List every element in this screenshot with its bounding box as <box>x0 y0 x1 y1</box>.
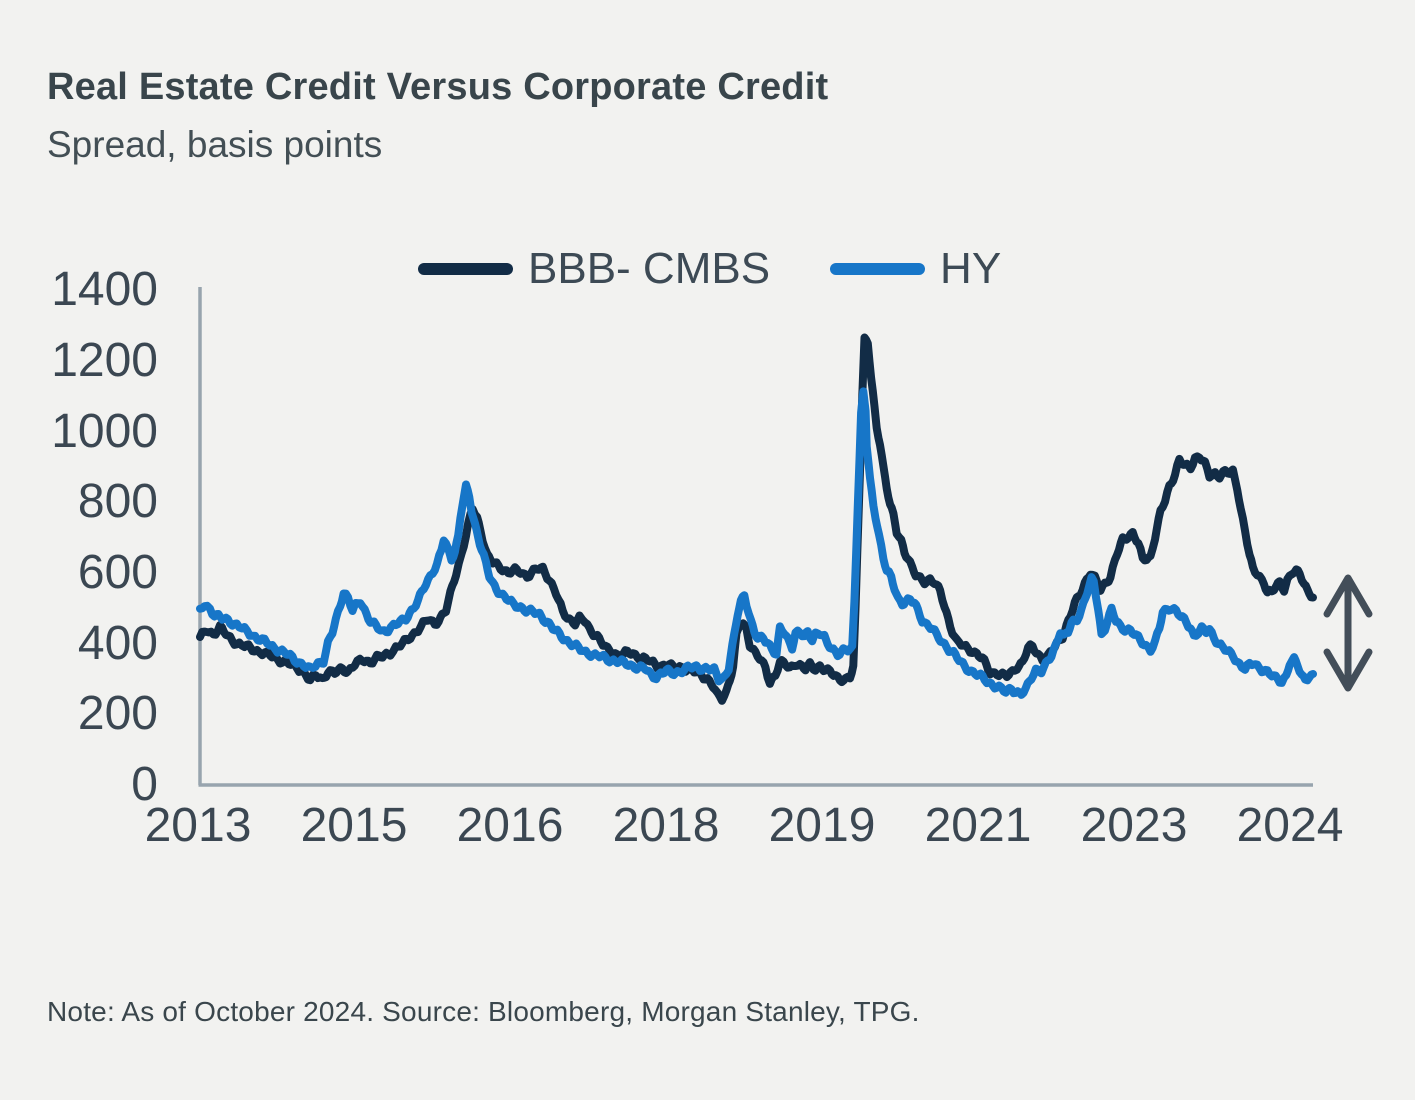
chart-title: Real Estate Credit Versus Corporate Cred… <box>47 66 829 108</box>
y-tick-0: 0 <box>131 758 158 811</box>
y-tick-1400: 1400 <box>51 263 158 316</box>
legend-item-hy: HY <box>830 244 1001 294</box>
x-tick-2023: 2023 <box>1080 799 1188 852</box>
source-note: Note: As of October 2024. Source: Bloomb… <box>47 996 920 1027</box>
y-tick-600: 600 <box>77 546 158 599</box>
x-tick-2015: 2015 <box>300 799 408 852</box>
series-layer <box>196 333 1317 705</box>
legend-item-bbb-cmbs: BBB- CMBS <box>418 244 770 294</box>
series-line-hy <box>196 387 1317 699</box>
x-tick-2019: 2019 <box>768 799 876 852</box>
spread-range-arrow-icon <box>1323 574 1373 692</box>
chart-subtitle: Spread, basis points <box>47 124 383 165</box>
x-tick-2021: 2021 <box>924 799 1032 852</box>
x-tick-2016: 2016 <box>456 799 564 852</box>
legend-label-bbb-cmbs: BBB- CMBS <box>528 244 771 293</box>
y-tick-800: 800 <box>77 475 158 528</box>
y-tick-1200: 1200 <box>51 334 158 387</box>
legend-label-hy: HY <box>940 244 1002 293</box>
x-tick-2018: 2018 <box>612 799 720 852</box>
y-tick-1000: 1000 <box>51 405 158 458</box>
bbb-cmbs-line-swatch-icon <box>418 263 513 275</box>
hy-line-swatch-icon <box>830 263 926 275</box>
y-tick-400: 400 <box>77 617 158 670</box>
x-tick-2013: 2013 <box>144 799 252 852</box>
series-line-bbb-cmbs <box>196 333 1317 705</box>
x-tick-2024: 2024 <box>1236 799 1344 852</box>
y-tick-200: 200 <box>77 687 158 740</box>
legend: BBB- CMBS HY <box>418 244 1001 294</box>
